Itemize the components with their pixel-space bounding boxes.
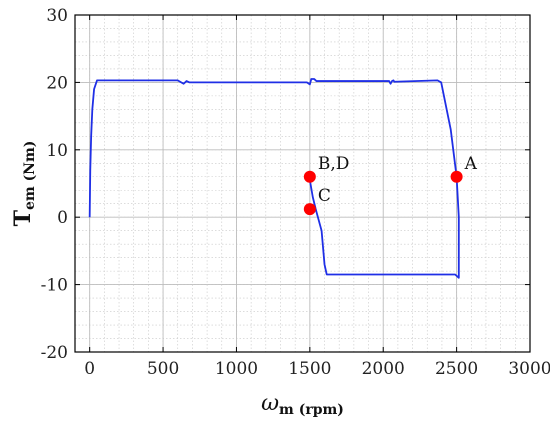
- point-marker-a: [450, 170, 463, 183]
- x-axis-label: ωm (rpm): [261, 391, 344, 418]
- point-label: C: [318, 186, 331, 206]
- plot-frame: [74, 14, 531, 353]
- y-axis-label: Tem (Nm): [10, 141, 38, 227]
- x-tick-label: 3000: [508, 359, 550, 379]
- x-tick-label: 1500: [288, 359, 331, 379]
- y-axis-label-sub: em (Nm): [22, 141, 38, 210]
- ticks-layer: [75, 14, 531, 353]
- point-marker-c: [303, 203, 316, 216]
- y-tick-label: -10: [41, 276, 68, 296]
- x-tick-labels: 0 500 1000 1500 2000 2500 3000: [84, 359, 550, 379]
- point-marker-bd: [303, 170, 316, 183]
- y-tick-label: 10: [46, 141, 68, 161]
- x-tick-label: 0: [84, 359, 95, 379]
- point-label: B,D: [318, 154, 350, 174]
- major-grid: [75, 14, 531, 353]
- y-tick-label: -20: [41, 343, 68, 363]
- x-axis-label-main: ω: [261, 391, 279, 416]
- point-label: A: [464, 154, 478, 174]
- x-tick-label: 2000: [362, 359, 405, 379]
- minor-grid: [74, 14, 531, 353]
- x-tick-label: 2500: [435, 359, 478, 379]
- series-line: [88, 78, 460, 279]
- y-tick-label: 0: [57, 208, 68, 228]
- x-tick-label: 500: [147, 359, 179, 379]
- y-tick-labels: -20 -10 0 10 20 30: [41, 6, 68, 363]
- y-tick-label: 20: [46, 73, 68, 93]
- y-tick-label: 30: [46, 6, 68, 26]
- x-tick-label: 1000: [215, 359, 258, 379]
- points-layer: A B,D C: [303, 154, 478, 216]
- series-layer: [88, 78, 460, 279]
- y-axis-label-main: T: [10, 209, 36, 226]
- x-axis-label-sub: m (rpm): [279, 402, 344, 418]
